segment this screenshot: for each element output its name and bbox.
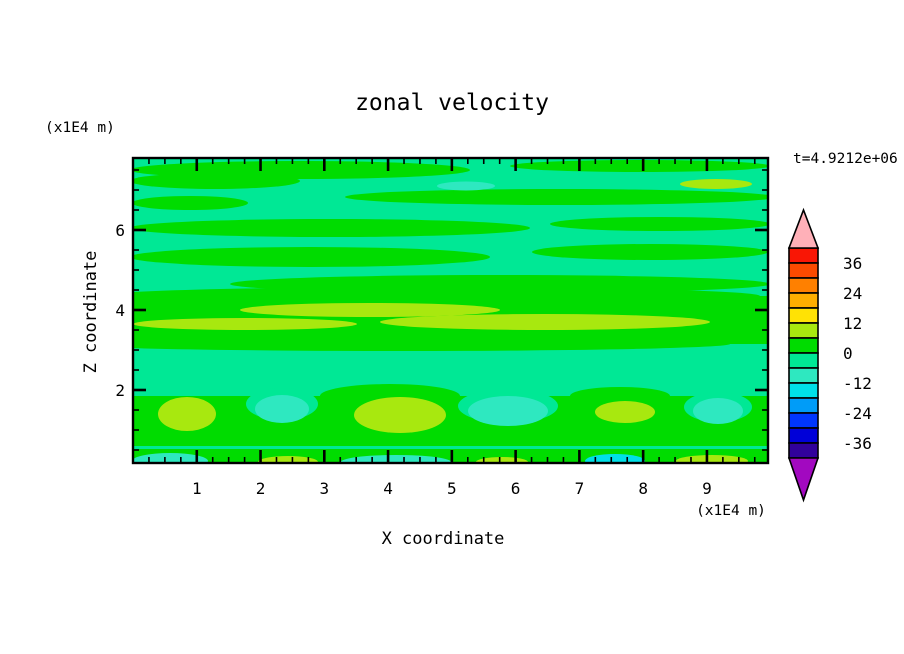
x-tick-label: 9 (702, 479, 712, 498)
colorbar-box (788, 352, 819, 369)
colorbar-box (788, 307, 819, 324)
contour-band (532, 244, 768, 260)
colorbar-box (788, 337, 819, 354)
contour-band (680, 179, 752, 189)
contour-band (133, 396, 768, 446)
colorbar-label: 36 (843, 254, 862, 273)
contour-band (133, 337, 730, 351)
contour-band-negative2 (133, 181, 743, 463)
x-tick-label: 1 (192, 479, 202, 498)
contour-band (380, 314, 710, 330)
colorbar-label: -36 (843, 434, 872, 453)
contour-band (585, 454, 645, 463)
colorbar-over-arrow (787, 207, 820, 249)
colorbar-label: 24 (843, 284, 862, 303)
contour-band (133, 247, 490, 267)
colorbar-box (788, 367, 819, 384)
contour-band (240, 303, 500, 317)
contour-band (258, 456, 318, 463)
contour-band (550, 217, 768, 231)
z-tick-label: 2 (115, 381, 125, 400)
x-tick-label: 5 (447, 479, 457, 498)
contour-band-positive (133, 160, 768, 463)
plot-frame (131, 156, 770, 465)
colorbar-label: 12 (843, 314, 862, 333)
z-axis-unit-label: (x1E4 m) (45, 120, 115, 136)
time-label: t=4.9212e+06 (793, 151, 898, 167)
colorbar-box (788, 382, 819, 399)
contour-band (345, 189, 768, 205)
colorbar-label: 0 (843, 344, 853, 363)
contour-band (133, 318, 357, 330)
colorbar: 36 24 12 0 -12 -24 -36 (788, 247, 872, 459)
contour-band (570, 387, 670, 405)
z-tick-label: 6 (115, 221, 125, 240)
contour-band (676, 455, 748, 463)
x-tick-label: 7 (575, 479, 585, 498)
x-tick-label: 6 (511, 479, 521, 498)
colorbar-label: -12 (843, 374, 872, 393)
z-axis-label: Z coordinate (81, 251, 101, 374)
contour-band (437, 181, 495, 191)
colorbar-box (788, 397, 819, 414)
colorbar-box (788, 262, 819, 279)
colorbar-box (788, 322, 819, 339)
contour-band (255, 395, 309, 423)
colorbar-box (788, 412, 819, 429)
contour-band (510, 160, 768, 172)
x-tick-label: 8 (638, 479, 648, 498)
contour-field (133, 158, 768, 463)
z-tick-label: 4 (115, 301, 125, 320)
contour-band (133, 219, 530, 237)
contour-band (133, 453, 208, 463)
contour-band (354, 397, 446, 433)
colorbar-box (788, 292, 819, 309)
contour-band (133, 173, 300, 189)
x-axis-unit-label: (x1E4 m) (696, 503, 766, 519)
colorbar-under-arrow (787, 457, 820, 503)
plot-title: zonal velocity (355, 90, 549, 116)
contour-band (341, 455, 451, 463)
x-tick-label: 3 (319, 479, 329, 498)
x-axis-label: X coordinate (382, 529, 505, 549)
contour-band-positive2 (133, 179, 752, 463)
contour-band (595, 401, 655, 423)
colorbar-box (788, 247, 819, 264)
contour-band (133, 287, 760, 305)
contour-band (158, 397, 216, 431)
contour-band (693, 398, 743, 424)
contour-band (133, 196, 248, 210)
x-tick-label: 2 (256, 479, 266, 498)
colorbar-label: -24 (843, 404, 872, 423)
contour-band (468, 396, 548, 426)
colorbar-box (788, 277, 819, 294)
colorbar-box (788, 442, 819, 459)
colorbar-box (788, 427, 819, 444)
x-tick-label: 4 (383, 479, 393, 498)
